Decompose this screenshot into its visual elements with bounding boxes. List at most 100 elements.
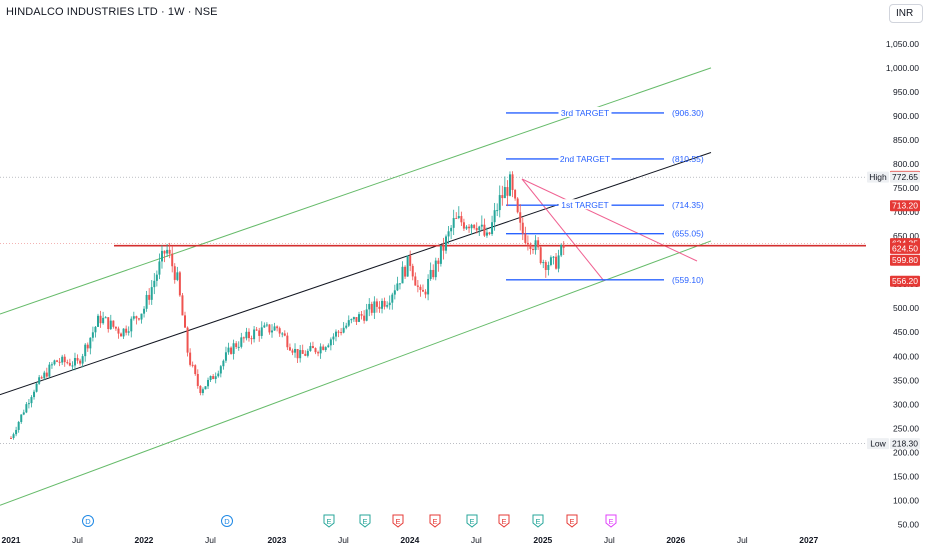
candle-body — [537, 240, 540, 248]
candle-body — [56, 360, 59, 362]
candle-body — [378, 306, 381, 309]
y-tick-label: 400.00 — [893, 351, 919, 361]
candle-body — [94, 326, 97, 333]
candle-body — [465, 226, 468, 229]
candle-body — [155, 274, 158, 281]
candle-body — [324, 347, 327, 350]
candle-body — [483, 224, 486, 236]
candle-body — [104, 317, 107, 319]
candle-body — [383, 300, 386, 307]
high-low-tag: Low — [870, 439, 886, 449]
candle-body — [158, 261, 161, 275]
candle-body — [227, 347, 230, 353]
candle-body — [140, 313, 143, 320]
candle-body — [340, 332, 343, 334]
candle-body — [491, 222, 494, 235]
candle-body — [122, 328, 125, 337]
candle-body — [191, 364, 194, 366]
candle-body — [230, 347, 233, 354]
dividend-marker — [221, 515, 233, 527]
event-marker-letter: E — [501, 517, 506, 526]
candle-body — [112, 320, 115, 327]
x-tick-label: Jul — [72, 535, 83, 545]
x-tick-label: 2026 — [666, 535, 685, 545]
candle-body — [450, 227, 453, 232]
earnings-marker — [566, 514, 578, 528]
candle-body — [58, 361, 61, 363]
candle-body — [30, 397, 33, 404]
candle-body — [163, 250, 166, 254]
candle-body — [91, 332, 94, 338]
y-tick-label: 150.00 — [893, 471, 919, 481]
price-label-bg — [890, 171, 920, 183]
candle-body — [373, 301, 376, 313]
candle-body — [25, 404, 28, 413]
target-label: 2nd TARGET — [560, 154, 610, 164]
candle-body — [549, 257, 552, 265]
candle-body — [76, 357, 79, 361]
candle-body — [99, 315, 102, 324]
candle-body — [217, 373, 220, 377]
price-label: 713.20 — [892, 201, 918, 211]
candle-body — [432, 269, 435, 278]
candle-body — [437, 260, 440, 264]
candle-body — [253, 329, 256, 340]
candle-body — [132, 316, 135, 319]
candle-body — [411, 265, 414, 277]
candle-body — [329, 339, 332, 346]
candle-body — [63, 356, 66, 363]
candle-body — [322, 346, 325, 350]
candle-body — [498, 195, 501, 211]
candle-body — [524, 233, 527, 243]
candle-body — [15, 429, 18, 435]
trend-midline — [0, 152, 712, 396]
candle-body — [332, 336, 335, 340]
earnings-marker — [605, 514, 617, 528]
candle-body — [48, 364, 51, 377]
candle-body — [296, 348, 299, 359]
candle-body — [33, 391, 36, 398]
candle-body — [17, 421, 20, 430]
candle-body — [365, 309, 368, 321]
target-label-bg — [558, 152, 612, 163]
event-marker-letter: D — [85, 517, 91, 526]
earnings-marker — [532, 514, 544, 528]
target-label: 3rd TARGET — [561, 108, 609, 118]
x-tick-label: 2022 — [134, 535, 153, 545]
candle-body — [542, 262, 545, 264]
candle-body — [485, 232, 488, 236]
candle-body — [153, 280, 156, 288]
y-tick-label: 750.00 — [893, 183, 919, 193]
price-label-bg — [890, 275, 920, 287]
candle-body — [370, 303, 373, 313]
candle-body — [562, 244, 565, 248]
candle-body — [493, 210, 496, 223]
event-marker-letter: E — [432, 517, 437, 526]
y-tick-label: 50.00 — [898, 519, 920, 529]
y-tick-label: 500.00 — [893, 303, 919, 313]
candle-body — [539, 247, 542, 264]
candle-body — [71, 365, 74, 367]
currency-selector[interactable]: INR — [889, 4, 923, 23]
wedge-upper-line — [521, 178, 698, 262]
candle-body — [66, 362, 69, 364]
y-tick-label: 800.00 — [893, 159, 919, 169]
candle-body — [291, 350, 294, 353]
x-tick-label: 2023 — [267, 535, 286, 545]
candle-body — [319, 346, 322, 354]
candle-body — [434, 260, 437, 278]
earnings-marker — [359, 514, 371, 528]
earnings-marker — [429, 514, 441, 528]
candle-body — [40, 377, 43, 379]
x-tick-label: Jul — [471, 535, 482, 545]
candle-body — [503, 187, 506, 199]
candle-body — [10, 437, 12, 439]
candle-body — [260, 327, 263, 336]
price-axis-bg — [866, 0, 932, 550]
candle-body — [424, 291, 427, 295]
candle-body — [263, 325, 266, 328]
candle-body — [427, 278, 430, 295]
candle-body — [186, 327, 189, 353]
